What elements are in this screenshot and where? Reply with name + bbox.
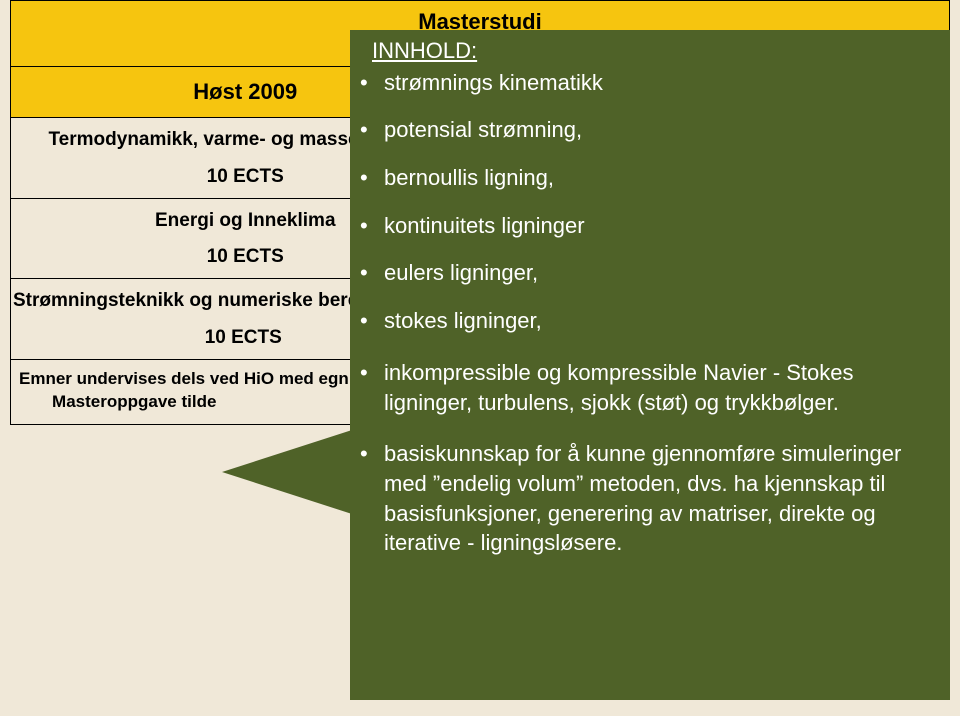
callout-item: •bernoullis ligning, <box>372 163 932 193</box>
callout-item: •basiskunnskap for å kunne gjennomføre s… <box>372 439 932 558</box>
callout-item: •potensial strømning, <box>372 115 932 145</box>
slide-background: Masterstudi i samarbeid Høst 2009 Vår 2 … <box>0 0 960 716</box>
callout-item: •stokes ligninger, <box>372 306 932 336</box>
callout-pointer <box>222 430 352 514</box>
callout-item: •inkompressible og kompressible Navier -… <box>372 358 932 417</box>
course-title: Energi og Inneklima <box>155 210 336 231</box>
callout-item: •kontinuitets ligninger <box>372 211 932 241</box>
callout-heading: INNHOLD: <box>372 36 932 66</box>
callout-box: INNHOLD: •strømnings kinematikk •potensi… <box>350 30 950 700</box>
callout-item: •strømnings kinematikk <box>372 68 932 98</box>
callout-item: •eulers ligninger, <box>372 258 932 288</box>
